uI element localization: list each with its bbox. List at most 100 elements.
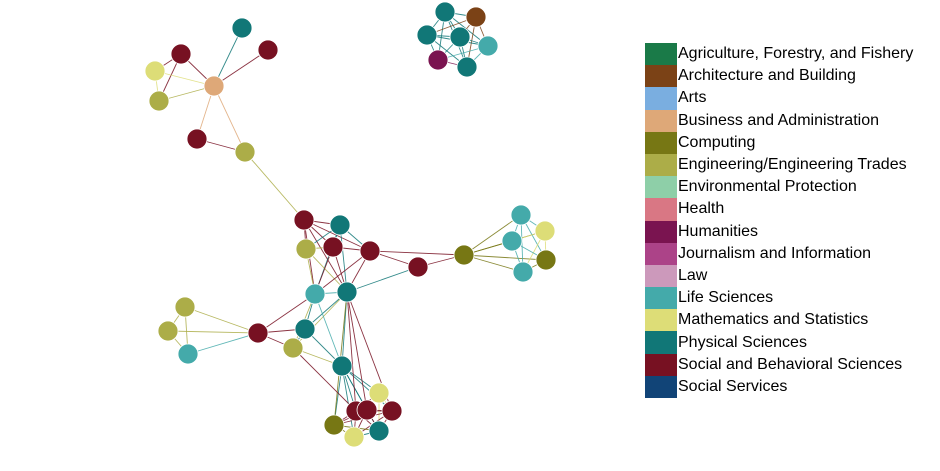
legend-item: Journalism and Information [645, 242, 913, 265]
legend-swatch [645, 131, 677, 154]
legend-item: Mathematics and Statistics [645, 309, 913, 332]
legend-swatch [645, 87, 677, 110]
legend-item: Engineering/Engineering Trades [645, 153, 913, 177]
network-node [453, 244, 475, 266]
legend-swatch [645, 264, 677, 288]
legend-item: Law [645, 264, 913, 288]
legend-label: Law [678, 266, 708, 284]
legend-label: Business and Administration [678, 111, 879, 129]
network-edge [257, 293, 316, 334]
network-node [368, 382, 390, 404]
network-edge [303, 219, 348, 293]
legend-swatch [645, 309, 677, 332]
legend-label: Architecture and Building [678, 67, 856, 85]
network-node [427, 49, 449, 71]
network-edge [244, 151, 305, 221]
network-node [322, 236, 344, 258]
network-node [512, 261, 534, 283]
legend-item: Architecture and Building [645, 65, 913, 88]
network-node [174, 296, 196, 318]
legend-swatch [645, 353, 677, 376]
legend: Agriculture, Forestry, and Fishery Archi… [645, 43, 913, 398]
network-node [231, 17, 253, 39]
legend-item: Business and Administration [645, 109, 913, 132]
legend-item: Humanities [645, 220, 913, 243]
network-edge [346, 291, 357, 412]
network-node [186, 128, 208, 150]
legend-swatch [645, 375, 677, 398]
legend-item: Physical Sciences [645, 331, 913, 354]
legend-item: Arts [645, 87, 913, 110]
legend-label: Life Sciences [678, 289, 774, 307]
network-node [148, 90, 170, 112]
network-node [449, 26, 471, 48]
legend-label: Computing [678, 133, 756, 151]
network-edge [213, 49, 269, 87]
network-edge [339, 224, 348, 293]
network-node [368, 420, 390, 442]
legend-label: Arts [678, 89, 707, 107]
network-node [465, 6, 487, 28]
network-node [477, 35, 499, 57]
network-node [416, 24, 438, 46]
network-node [359, 240, 381, 262]
legend-item: Computing [645, 131, 913, 154]
network-edge [187, 332, 259, 355]
network-node [157, 320, 179, 342]
legend-swatch [645, 43, 677, 66]
legend-swatch [645, 65, 677, 88]
legend-swatch [645, 176, 677, 199]
network-node [282, 337, 304, 359]
network-node [381, 400, 403, 422]
network-edge [314, 293, 343, 367]
network-edge [463, 254, 547, 261]
network-node [535, 249, 557, 271]
network-node [293, 209, 315, 231]
network-node [336, 281, 358, 303]
legend-swatch [645, 287, 677, 310]
legend-swatch [645, 331, 677, 354]
legend-label: Environmental Protection [678, 178, 857, 196]
legend-swatch [645, 242, 677, 265]
network-node [295, 238, 317, 260]
legend-item: Social Services [645, 375, 913, 398]
network-node [356, 399, 378, 421]
network-edge [292, 347, 357, 412]
network-node [177, 343, 199, 365]
network-node [501, 230, 523, 252]
network-edge [184, 306, 259, 334]
network-nodes [144, 1, 557, 448]
network-edge [463, 214, 522, 256]
network-edge [346, 291, 368, 411]
legend-label: Engineering/Engineering Trades [678, 156, 907, 174]
legend-label: Humanities [678, 222, 759, 240]
legend-item: Agriculture, Forestry, and Fishery [645, 43, 914, 66]
legend-item: Social and Behavioral Sciences [645, 353, 913, 376]
network-node [144, 60, 166, 82]
network-node [331, 355, 353, 377]
legend-label: Journalism and Information [678, 244, 871, 262]
network-node [257, 39, 279, 61]
network-node [407, 256, 429, 278]
network-edge [369, 250, 465, 256]
legend-label: Agriculture, Forestry, and Fishery [678, 45, 914, 63]
legend-label: Health [678, 200, 725, 218]
network-node [294, 318, 316, 340]
network-node [510, 204, 532, 226]
network-node [434, 1, 456, 23]
network-edge [167, 330, 259, 334]
network-edge [341, 365, 393, 412]
legend-item: Environmental Protection [645, 176, 913, 199]
network-node [534, 220, 556, 242]
legend-swatch [645, 153, 677, 177]
legend-swatch [645, 220, 677, 243]
legend-swatch [645, 198, 677, 221]
network-node [323, 414, 345, 436]
legend-label: Physical Sciences [678, 333, 807, 351]
network-edge [213, 27, 243, 87]
network-node [329, 214, 351, 236]
network-node [170, 43, 192, 65]
legend-swatch [645, 109, 677, 132]
network-edge [341, 365, 355, 438]
